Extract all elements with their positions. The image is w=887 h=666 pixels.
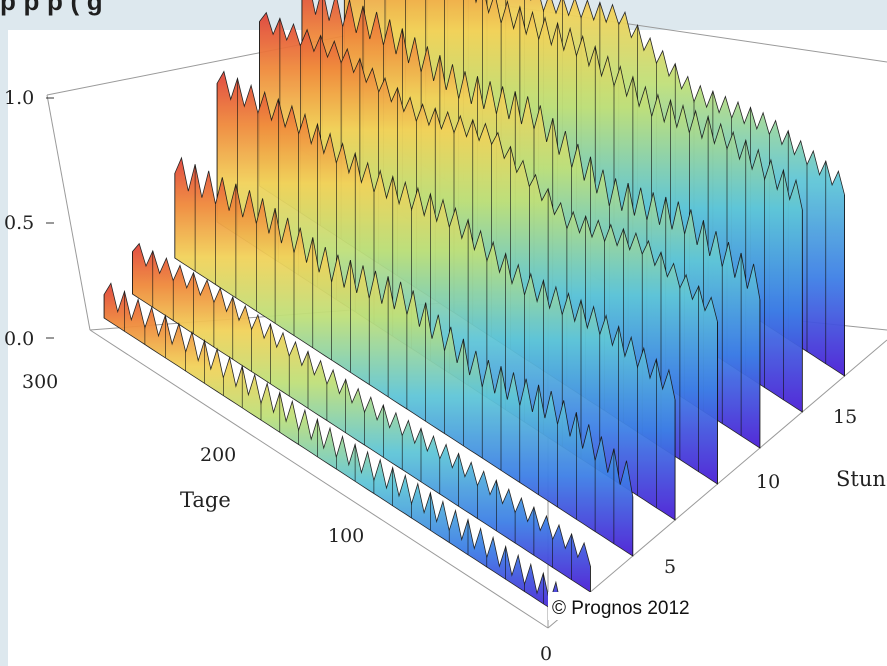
x-tick-label: 100 (328, 525, 364, 547)
z-tick-label: 0.0 (4, 328, 34, 350)
copyright-bg (548, 592, 708, 620)
box-edge (46, 94, 91, 331)
y-axis-hours: 5 10 15 Stunde (664, 406, 887, 578)
y-tick-label: 10 (756, 471, 780, 493)
surface-layer (103, 0, 845, 617)
x-axis-label: Tage (180, 488, 231, 512)
y-axis-label: Stunde (836, 467, 887, 491)
y-tick-label: 15 (833, 406, 857, 428)
x-tick-label: 0 (540, 643, 552, 665)
copyright-label: © Prognos 2012 (552, 598, 690, 619)
box-edge (89, 329, 549, 629)
x-tick-label: 300 (22, 371, 58, 393)
page-title: p p p ( g (0, 0, 103, 16)
x-tick-label: 200 (200, 444, 236, 466)
x-axis-days: 300 200 100 0 Tage (22, 371, 552, 665)
z-tick-label: 0.5 (4, 212, 34, 234)
z-tick-label: 1.0 (4, 87, 34, 109)
z-axis: 1.0 0.5 0.0 (4, 87, 54, 350)
y-tick-label: 5 (664, 556, 676, 578)
